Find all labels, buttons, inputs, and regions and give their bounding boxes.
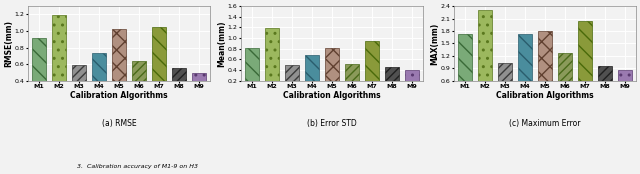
Bar <box>345 64 359 81</box>
Bar <box>72 65 86 81</box>
X-axis label: Calibration Algorithms: Calibration Algorithms <box>283 91 381 100</box>
Text: 3.  Calibration accuracy of M1-9 on H3: 3. Calibration accuracy of M1-9 on H3 <box>77 164 198 169</box>
Bar <box>172 68 186 81</box>
Bar <box>518 34 532 81</box>
Bar <box>538 31 552 81</box>
Bar <box>458 34 472 81</box>
Bar <box>577 21 592 81</box>
Bar <box>598 66 612 81</box>
Bar <box>557 53 572 81</box>
Bar <box>497 63 512 81</box>
Bar <box>324 48 339 81</box>
Bar <box>152 27 166 81</box>
X-axis label: Calibration Algorithms: Calibration Algorithms <box>496 91 593 100</box>
Bar <box>618 70 632 81</box>
Bar <box>285 65 299 81</box>
Bar <box>385 67 399 81</box>
X-axis label: Calibration Algorithms: Calibration Algorithms <box>70 91 168 100</box>
Bar <box>264 28 279 81</box>
Y-axis label: RMSE(mm): RMSE(mm) <box>4 20 13 67</box>
Bar <box>244 48 259 81</box>
Y-axis label: Mean(mm): Mean(mm) <box>217 20 226 67</box>
Text: (c) Maximum Error: (c) Maximum Error <box>509 120 580 128</box>
Bar <box>32 38 46 81</box>
Bar <box>112 29 126 81</box>
Bar <box>404 70 419 81</box>
Bar <box>92 53 106 81</box>
Bar <box>365 41 379 81</box>
Bar <box>305 55 319 81</box>
Bar <box>192 73 206 81</box>
Bar <box>132 61 146 81</box>
Y-axis label: MAX(mm): MAX(mm) <box>430 22 439 65</box>
Bar <box>477 10 492 81</box>
Text: (a) RMSE: (a) RMSE <box>102 120 136 128</box>
Text: (b) Error STD: (b) Error STD <box>307 120 356 128</box>
Bar <box>52 15 66 81</box>
